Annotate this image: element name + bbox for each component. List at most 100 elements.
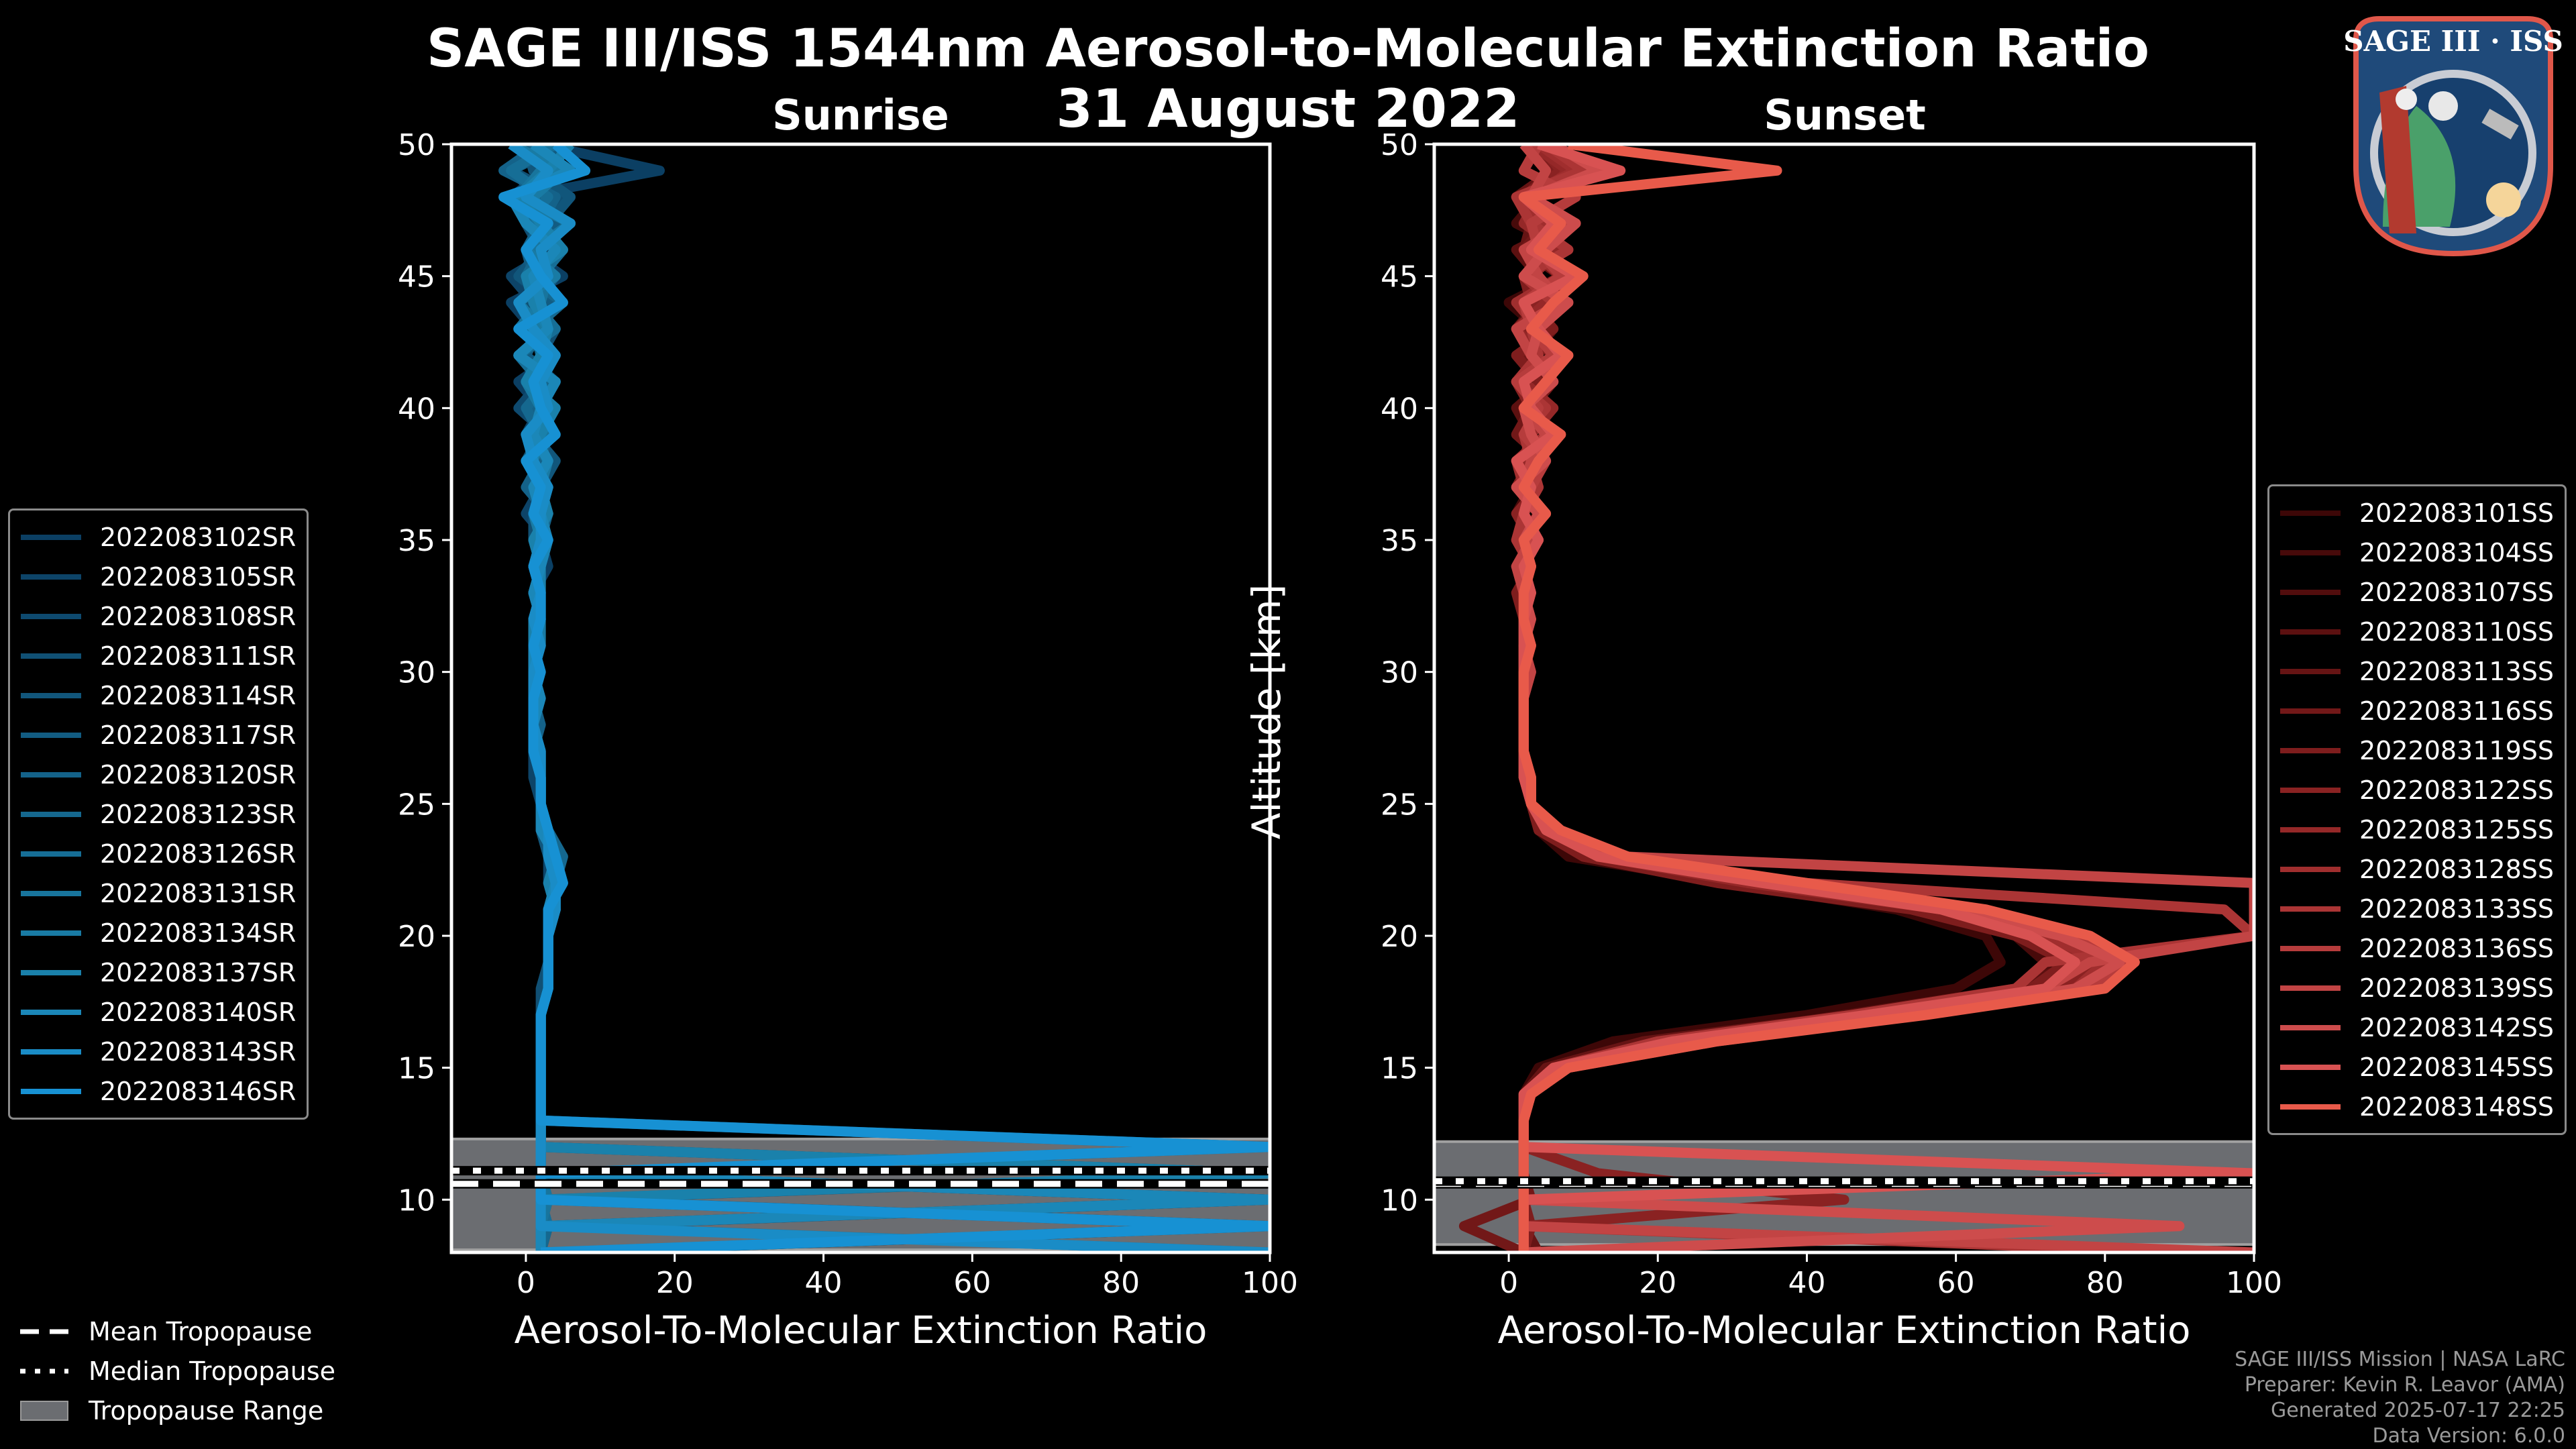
footer-line: Generated 2025-07-17 22:25 bbox=[2270, 1399, 2565, 1422]
legend-item: 2022083116SS bbox=[2280, 691, 2554, 731]
x-tick-label: 100 bbox=[2226, 1266, 2282, 1300]
legend-swatch-icon bbox=[2280, 866, 2341, 872]
legend-label: 2022083136SS bbox=[2359, 933, 2555, 963]
sunrise-legend: 2022083102SR 2022083105SR 2022083108SR 2022… bbox=[8, 508, 309, 1120]
profile-line-2022083126SR bbox=[506, 144, 1270, 1252]
profile-line-2022083101SS bbox=[1503, 144, 2006, 1252]
legend-item: 2022083139SS bbox=[2280, 968, 2554, 1008]
legend-swatch-icon bbox=[2280, 747, 2341, 753]
profile-line-2022083143SR bbox=[508, 144, 1270, 1252]
profile-line-2022083148SS bbox=[1518, 144, 2140, 1252]
legend-label: 2022083114SR bbox=[100, 680, 297, 710]
footer-credits: SAGE III/ISS Mission | NASA LaRC Prepare… bbox=[2235, 1347, 2565, 1449]
legend-item: 2022083108SR bbox=[21, 596, 296, 636]
legend-label: 2022083140SR bbox=[100, 997, 297, 1027]
legend-label: 2022083104SS bbox=[2359, 537, 2555, 568]
legend-label: Mean Tropopause bbox=[89, 1316, 313, 1346]
legend-item: 2022083101SS bbox=[2280, 493, 2554, 533]
legend-swatch-icon bbox=[2280, 1064, 2341, 1070]
legend-item: 2022083111SR bbox=[21, 636, 296, 676]
legend-label: 2022083122SS bbox=[2359, 775, 2555, 805]
profile-line-2022083136SS bbox=[1511, 144, 2140, 1252]
y-axis-label: Altitude [km] bbox=[1244, 584, 1289, 839]
legend-label: 2022083108SR bbox=[100, 601, 297, 631]
y-tick-label: 30 bbox=[398, 656, 435, 690]
profile-line-2022083137SR bbox=[513, 144, 1270, 1252]
y-tick-label: 10 bbox=[1381, 1183, 1418, 1218]
x-axis-label: Aerosol-To-Molecular Extinction Ratio bbox=[1498, 1309, 2191, 1352]
profile-line-2022083125SS bbox=[1511, 144, 2080, 1252]
y-tick-label: 10 bbox=[398, 1183, 435, 1218]
profile-line-2022083133SS bbox=[1511, 144, 2254, 1252]
y-tick-label: 25 bbox=[1381, 788, 1418, 822]
legend-label: 2022083119SS bbox=[2359, 735, 2555, 765]
legend-label: 2022083142SS bbox=[2359, 1012, 2555, 1042]
legend-item: 2022083136SS bbox=[2280, 928, 2554, 968]
sunset-panel-title: Sunset bbox=[1764, 91, 1926, 140]
profile-line-2022083120SR bbox=[498, 144, 1270, 1252]
profile-line-2022083114SR bbox=[513, 144, 1270, 1252]
x-tick-label: 100 bbox=[1242, 1266, 1298, 1300]
y-tick-label: 40 bbox=[398, 392, 435, 426]
profile-line-2022083110SS bbox=[1511, 144, 2080, 1252]
legend-swatch-icon bbox=[21, 1088, 81, 1094]
profile-line-2022083102SR bbox=[506, 144, 1270, 1252]
profile-line-2022083128SS bbox=[1511, 144, 2110, 1252]
legend-swatch-icon bbox=[2280, 787, 2341, 793]
legend-swatch-icon bbox=[21, 732, 81, 738]
legend-label: 2022083116SS bbox=[2359, 696, 2555, 726]
legend-item: 2022083122SS bbox=[2280, 770, 2554, 810]
legend-item: 2022083107SS bbox=[2280, 572, 2554, 612]
x-axis-label: Aerosol-To-Molecular Extinction Ratio bbox=[515, 1309, 1208, 1352]
profile-line-2022083122SS bbox=[1511, 144, 2110, 1252]
sunrise-plot-area bbox=[451, 144, 1270, 1252]
legend-label: 2022083107SS bbox=[2359, 577, 2555, 607]
legend-item: 2022083143SR bbox=[21, 1032, 296, 1071]
legend-item: 2022083145SS bbox=[2280, 1047, 2554, 1087]
legend-item: 2022083137SR bbox=[21, 953, 296, 992]
y-tick-label: 35 bbox=[398, 524, 435, 558]
legend-label: Median Tropopause bbox=[89, 1356, 335, 1386]
logo-text: SAGE III · ISS bbox=[2343, 25, 2563, 58]
y-tick-label: 30 bbox=[1381, 656, 1418, 690]
legend-swatch-icon bbox=[21, 851, 81, 857]
legend-label: 2022083123SR bbox=[100, 799, 297, 829]
tropopause-legend: Mean Tropopause Median Tropopause Tropop… bbox=[20, 1311, 335, 1430]
legend-swatch-icon bbox=[21, 534, 81, 540]
profile-line-2022083145SS bbox=[1511, 144, 2254, 1252]
chart-date: 31 August 2022 bbox=[1056, 79, 1520, 140]
legend-label: 2022083126SR bbox=[100, 839, 297, 869]
x-tick-label: 60 bbox=[1937, 1266, 1975, 1300]
legend-swatch-icon bbox=[21, 613, 81, 619]
profile-line-2022083139SS bbox=[1511, 144, 2254, 1252]
legend-swatch-icon bbox=[21, 811, 81, 817]
legend-item: 2022083119SS bbox=[2280, 731, 2554, 770]
dashed-line-icon bbox=[20, 1322, 68, 1342]
legend-item: 2022083105SR bbox=[21, 557, 296, 596]
x-tick-label: 0 bbox=[1499, 1266, 1518, 1300]
legend-swatch-icon bbox=[2280, 1104, 2341, 1110]
y-tick-label: 45 bbox=[398, 260, 435, 294]
legend-item: 2022083113SS bbox=[2280, 651, 2554, 691]
legend-item: 2022083134SR bbox=[21, 913, 296, 953]
legend-swatch-icon bbox=[2280, 906, 2341, 912]
legend-item: 2022083146SR bbox=[21, 1071, 296, 1111]
legend-swatch-icon bbox=[2280, 589, 2341, 595]
footer-line: Data Version: 6.0.0 bbox=[2372, 1424, 2565, 1448]
y-tick-label: 20 bbox=[398, 920, 435, 954]
legend-label: 2022083143SR bbox=[100, 1036, 297, 1067]
x-tick-label: 80 bbox=[2086, 1266, 2124, 1300]
profile-line-2022083105SR bbox=[506, 144, 1270, 1252]
y-tick-label: 15 bbox=[398, 1052, 435, 1086]
legend-swatch-icon bbox=[21, 930, 81, 936]
legend-swatch-icon bbox=[21, 1009, 81, 1015]
y-tick-label: 50 bbox=[398, 128, 435, 162]
profile-line-2022083123SR bbox=[513, 144, 1270, 1252]
legend-swatch-icon bbox=[21, 574, 81, 580]
legend-item: 2022083126SR bbox=[21, 834, 296, 873]
profile-line-2022083107SS bbox=[1511, 144, 2065, 1252]
legend-label: 2022083117SR bbox=[100, 720, 297, 750]
profile-line-2022083111SR bbox=[506, 144, 1270, 1252]
profile-line-2022083134SR bbox=[508, 144, 1270, 1252]
